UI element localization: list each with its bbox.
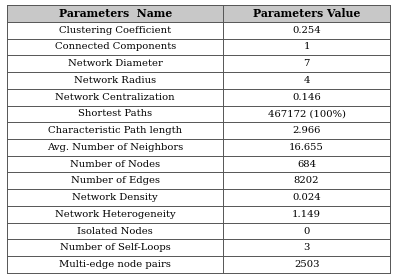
Bar — [7, 172, 224, 189]
Bar — [224, 72, 390, 89]
Bar — [7, 38, 224, 55]
Bar — [7, 239, 224, 256]
Text: 7: 7 — [303, 59, 310, 68]
Bar — [7, 139, 224, 156]
Text: Network Density: Network Density — [72, 193, 158, 202]
Bar — [224, 156, 390, 172]
Bar — [224, 172, 390, 189]
Bar — [224, 206, 390, 223]
Text: 16.655: 16.655 — [289, 143, 324, 152]
Bar — [7, 5, 224, 22]
Bar — [7, 89, 224, 105]
Text: Number of Nodes: Number of Nodes — [70, 160, 160, 169]
Text: 467172 (100%): 467172 (100%) — [268, 109, 346, 118]
Bar — [224, 5, 390, 22]
Text: 0: 0 — [303, 227, 310, 236]
Bar — [7, 223, 224, 239]
Bar — [7, 189, 224, 206]
Bar — [224, 256, 390, 273]
Bar — [224, 139, 390, 156]
Bar — [224, 89, 390, 105]
Bar — [7, 206, 224, 223]
Text: 0.146: 0.146 — [292, 93, 321, 102]
Bar — [7, 256, 224, 273]
Bar — [224, 122, 390, 139]
Text: Isolated Nodes: Isolated Nodes — [77, 227, 153, 236]
Bar — [224, 38, 390, 55]
Text: Number of Self-Loops: Number of Self-Loops — [60, 243, 171, 252]
Text: Shortest Paths: Shortest Paths — [78, 109, 152, 118]
Text: Multi-edge node pairs: Multi-edge node pairs — [59, 260, 171, 269]
Bar — [224, 105, 390, 122]
Bar — [7, 122, 224, 139]
Bar — [224, 223, 390, 239]
Text: Network Diameter: Network Diameter — [68, 59, 163, 68]
Bar — [224, 22, 390, 38]
Text: 2.966: 2.966 — [293, 126, 321, 135]
Bar — [224, 189, 390, 206]
Text: Parameters Value: Parameters Value — [253, 8, 360, 19]
Text: Avg. Number of Neighbors: Avg. Number of Neighbors — [47, 143, 183, 152]
Text: 684: 684 — [297, 160, 316, 169]
Text: 8202: 8202 — [294, 176, 319, 185]
Bar — [7, 22, 224, 38]
Bar — [7, 55, 224, 72]
Bar — [7, 72, 224, 89]
Text: Network Centralization: Network Centralization — [56, 93, 175, 102]
Bar — [224, 239, 390, 256]
Text: 0.254: 0.254 — [292, 26, 321, 35]
Text: 4: 4 — [303, 76, 310, 85]
Text: Network Heterogeneity: Network Heterogeneity — [55, 210, 175, 219]
Text: 1.149: 1.149 — [292, 210, 321, 219]
Text: 2503: 2503 — [294, 260, 319, 269]
Bar — [7, 156, 224, 172]
Bar — [7, 105, 224, 122]
Text: 0.024: 0.024 — [292, 193, 321, 202]
Text: Connected Components: Connected Components — [55, 42, 176, 51]
Text: Parameters  Name: Parameters Name — [59, 8, 172, 19]
Text: Number of Edges: Number of Edges — [71, 176, 160, 185]
Text: Clustering Coefficient: Clustering Coefficient — [59, 26, 172, 35]
Text: Characteristic Path length: Characteristic Path length — [48, 126, 182, 135]
Text: 1: 1 — [303, 42, 310, 51]
Text: 3: 3 — [303, 243, 310, 252]
Text: Network Radius: Network Radius — [74, 76, 156, 85]
Bar — [224, 55, 390, 72]
